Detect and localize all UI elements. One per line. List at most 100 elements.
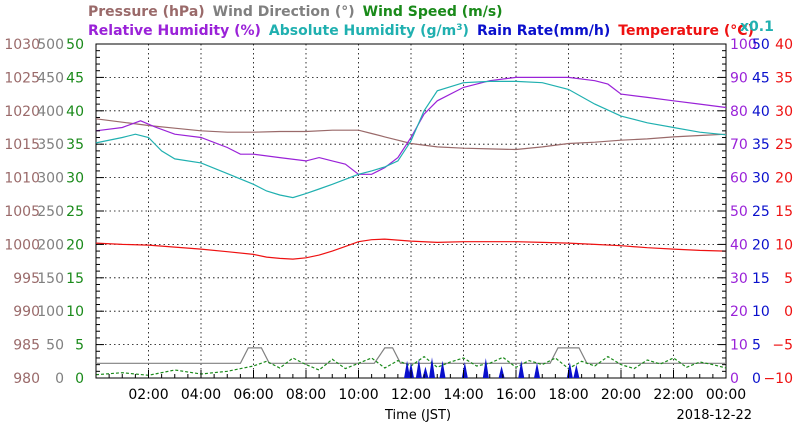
y-tick-label-pressure: 985: [13, 338, 40, 354]
y-tick-label-wind-speed: 5: [75, 338, 84, 354]
y-tick-label-rain-rate: 35: [752, 137, 770, 153]
y-tick-label-wind-speed: 20: [66, 237, 84, 253]
x-tick-label: 00:00: [706, 387, 746, 403]
y-tick-label-pressure: 980: [13, 371, 40, 387]
scale-factor-label: x0.1: [740, 19, 774, 35]
x-tick-label: 12:00: [391, 387, 431, 403]
x-tick-label: 08:00: [286, 387, 326, 403]
y-tick-label-pressure: 1030: [4, 37, 40, 53]
pressure-line: [95, 118, 727, 151]
rain-rate-spike: [461, 361, 468, 378]
y-tick-label-relative-humidity: 30: [730, 271, 748, 287]
x-tick-label: 22:00: [653, 387, 693, 403]
y-tick-label-wind-direction: 100: [37, 304, 64, 320]
y-tick-label-temperature: 15: [775, 204, 793, 220]
y-tick-label-temperature: 35: [775, 70, 793, 86]
y-tick-label-wind-direction: 200: [37, 237, 64, 253]
y-tick-label-wind-direction: 150: [37, 271, 64, 287]
y-tick-label-wind-direction: 400: [37, 104, 64, 120]
y-tick-label-wind-direction: 50: [46, 338, 64, 354]
y-tick-label-wind-speed: 50: [66, 37, 84, 53]
axes-layer: 02:00 04:00 06:00 08:00 10:00 12:00 14:00 16:00…: [4, 37, 793, 403]
wind-speed-line: [95, 355, 727, 376]
x-tick-label: 14:00: [443, 387, 483, 403]
y-tick-label-temperature: 40: [775, 37, 793, 53]
rain-rate-spike: [534, 362, 540, 378]
x-axis-title: Time (JST): [384, 408, 451, 423]
legend-entry: Temperature (°C): [618, 23, 754, 39]
legend: Pressure (hPa) Wind Direction (°) Wind Spe…: [88, 4, 774, 39]
y-tick-label-relative-humidity: 70: [730, 137, 748, 153]
y-tick-label-relative-humidity: 60: [730, 171, 748, 187]
legend-entry: Rain Rate(mm/h): [477, 23, 610, 39]
y-tick-label-rain-rate: 15: [752, 271, 770, 287]
y-tick-label-rain-rate: 20: [752, 237, 770, 253]
rain-rate-spike: [429, 357, 435, 378]
rain-rate-spike: [439, 360, 446, 378]
legend-entry: Pressure (hPa): [88, 4, 205, 20]
y-tick-label-relative-humidity: 50: [730, 204, 748, 220]
y-tick-label-wind-speed: 30: [66, 171, 84, 187]
y-tick-label-relative-humidity: 20: [730, 304, 748, 320]
y-tick-label-wind-direction: 350: [37, 137, 64, 153]
y-tick-label-rain-rate: 10: [752, 304, 770, 320]
y-tick-label-wind-speed: 15: [66, 271, 84, 287]
y-tick-label-wind-speed: 10: [66, 304, 84, 320]
relative-humidity-line: [95, 76, 727, 175]
y-tick-label-relative-humidity: 10: [730, 338, 748, 354]
y-tick-label-wind-speed: 35: [66, 137, 84, 153]
y-tick-label-pressure: 1000: [4, 237, 40, 253]
legend-entry: Wind Speed (m/s): [363, 4, 503, 20]
rain-rate-spike: [573, 364, 580, 378]
y-tick-label-temperature: 20: [775, 171, 793, 187]
x-tick-label: 04:00: [181, 387, 221, 403]
y-tick-label-wind-speed: 25: [66, 204, 84, 220]
rain-rate-spike: [482, 357, 489, 378]
y-tick-label-relative-humidity: 90: [730, 70, 748, 86]
rain-rate-spike: [518, 360, 525, 378]
y-tick-label-rain-rate: 30: [752, 171, 770, 187]
x-tick-label: 18:00: [548, 387, 588, 403]
y-tick-label-relative-humidity: 40: [730, 237, 748, 253]
y-tick-label-rain-rate: 0: [752, 371, 761, 387]
rain-rate-spike: [415, 359, 422, 378]
series-layer: [95, 76, 727, 378]
y-tick-label-wind-direction: 500: [37, 37, 64, 53]
x-tick-label: 02:00: [128, 387, 168, 403]
y-tick-label-pressure: 1025: [4, 70, 40, 86]
legend-entry: Wind Direction (°): [213, 4, 355, 20]
y-tick-label-wind-direction: 250: [37, 204, 64, 220]
legend-entry: Relative Humidity (%): [88, 23, 261, 39]
y-tick-label-rain-rate: 5: [752, 338, 761, 354]
y-tick-label-rain-rate: 50: [752, 37, 770, 53]
y-tick-label-wind-direction: 450: [37, 70, 64, 86]
y-tick-label-temperature: 10: [775, 237, 793, 253]
rain-rate-spike: [498, 365, 505, 378]
temperature-line: [95, 238, 727, 260]
y-tick-label-temperature: 0: [784, 304, 793, 320]
y-tick-label-wind-speed: 40: [66, 104, 84, 120]
y-tick-label-pressure: 1020: [4, 104, 40, 120]
y-tick-label-rain-rate: 40: [752, 104, 770, 120]
y-tick-label-pressure: 1015: [4, 137, 40, 153]
x-tick-label: 20:00: [601, 387, 641, 403]
y-tick-label-temperature: −5: [772, 338, 793, 354]
y-tick-label-pressure: 1010: [4, 171, 40, 187]
y-tick-label-temperature: −10: [763, 371, 793, 387]
absolute-humidity-line: [95, 80, 727, 199]
y-tick-label-wind-speed: 0: [75, 371, 84, 387]
y-tick-label-wind-speed: 45: [66, 70, 84, 86]
x-tick-label: 10:00: [338, 387, 378, 403]
y-tick-label-pressure: 995: [13, 271, 40, 287]
y-tick-label-pressure: 990: [13, 304, 40, 320]
y-tick-label-pressure: 1005: [4, 204, 40, 220]
y-tick-label-temperature: 25: [775, 137, 793, 153]
y-tick-label-rain-rate: 25: [752, 204, 770, 220]
y-tick-label-wind-direction: 0: [55, 371, 64, 387]
y-tick-label-relative-humidity: 0: [730, 371, 739, 387]
y-tick-label-relative-humidity: 100: [730, 37, 757, 53]
grid-lines: [96, 44, 726, 378]
date-stamp: 2018-12-22: [676, 408, 752, 423]
y-tick-label-wind-direction: 300: [37, 171, 64, 187]
wind-direction-line: [96, 347, 726, 364]
